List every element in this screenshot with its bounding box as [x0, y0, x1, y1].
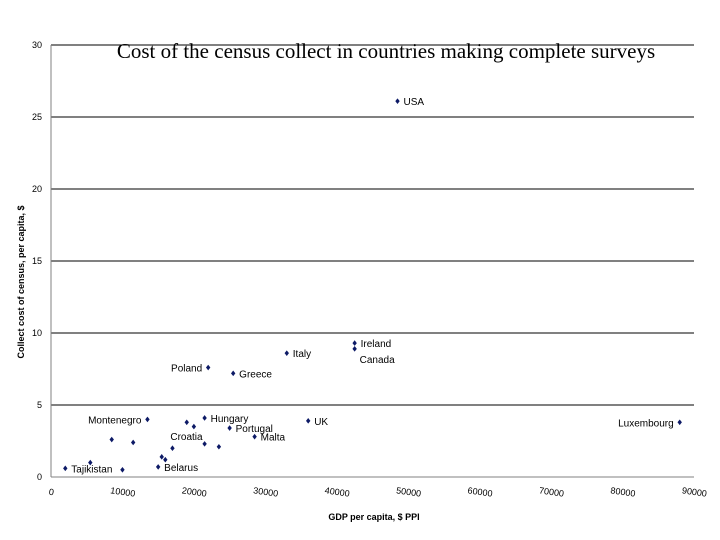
data-point	[284, 350, 289, 356]
data-point	[120, 467, 125, 473]
data-point	[170, 445, 175, 451]
data-point	[191, 423, 197, 430]
data-point	[145, 416, 150, 423]
data-point	[227, 425, 232, 431]
tick-labels: 0 5 10 15 20 25 30 0 10000 20000 30000 40000 50000 60…	[32, 40, 708, 499]
y-tick-label: 15	[32, 256, 42, 266]
data-point-label: Hungary	[211, 414, 249, 425]
data-point-label: Tajikistan	[71, 464, 112, 475]
data-point	[306, 418, 311, 424]
data-point	[352, 340, 357, 346]
data-point	[216, 443, 222, 450]
data-point	[163, 456, 168, 463]
data-point	[88, 459, 93, 466]
y-tick-label: 25	[32, 112, 42, 122]
data-point	[395, 98, 400, 104]
chart-title: Cost of the census collect in countries …	[117, 39, 655, 63]
data-point-label: UK	[314, 417, 328, 428]
y-tick-label: 30	[32, 40, 42, 50]
data-point	[352, 346, 357, 352]
axes	[50, 45, 694, 478]
data-point	[184, 419, 189, 426]
data-point-label: USA	[404, 97, 425, 108]
data-point-label: Greece	[239, 369, 272, 380]
data-point	[205, 364, 211, 371]
x-tick-label: 20000	[181, 485, 207, 498]
x-tick-label: 70000	[538, 485, 564, 498]
data-point-label: Montenegro	[88, 415, 142, 426]
data-point-label: Ireland	[361, 339, 392, 350]
data-point	[252, 433, 257, 440]
gridlines	[51, 44, 694, 406]
data-point	[63, 465, 68, 472]
data-point	[109, 436, 114, 443]
x-tick-label: 60000	[467, 485, 493, 498]
data-point	[202, 415, 207, 421]
x-tick-label: 50000	[396, 485, 422, 498]
x-axis-label: GDP per capita, $ PPI	[328, 512, 419, 522]
x-tick-label: 30000	[253, 485, 279, 498]
x-tick-label: 10000	[110, 485, 136, 498]
data-point-label: Portugal	[236, 424, 273, 435]
y-tick-label: 20	[32, 184, 42, 194]
data-point-label: Canada	[360, 355, 395, 366]
data-point-label: Croatia	[170, 432, 203, 443]
data-point-label: Malta	[261, 433, 286, 444]
x-tick-label: 90000	[681, 485, 707, 498]
data-point-label: Italy	[293, 349, 311, 360]
y-tick-label: 5	[37, 400, 42, 410]
data-point-label: Poland	[171, 364, 202, 375]
data-point	[230, 370, 236, 377]
data-point	[677, 419, 682, 426]
data-point	[155, 464, 161, 470]
y-tick-label: 0	[37, 472, 42, 482]
x-tick-label: 80000	[610, 485, 636, 498]
data-point-label: Belarus	[164, 463, 198, 474]
point-labels: USA Ireland Canada Italy Poland Greece Hungary…	[71, 97, 673, 475]
data-point	[159, 454, 164, 460]
data-point	[202, 441, 207, 447]
data-point-label: Luxembourg	[618, 418, 674, 429]
x-tick-label: 0	[48, 487, 54, 498]
x-tick-label: 40000	[324, 485, 350, 498]
data-point	[130, 439, 136, 446]
y-tick-label: 10	[32, 328, 42, 338]
data-points	[63, 98, 682, 473]
y-axis-label: Collect cost of census, per capita, $	[16, 205, 26, 358]
